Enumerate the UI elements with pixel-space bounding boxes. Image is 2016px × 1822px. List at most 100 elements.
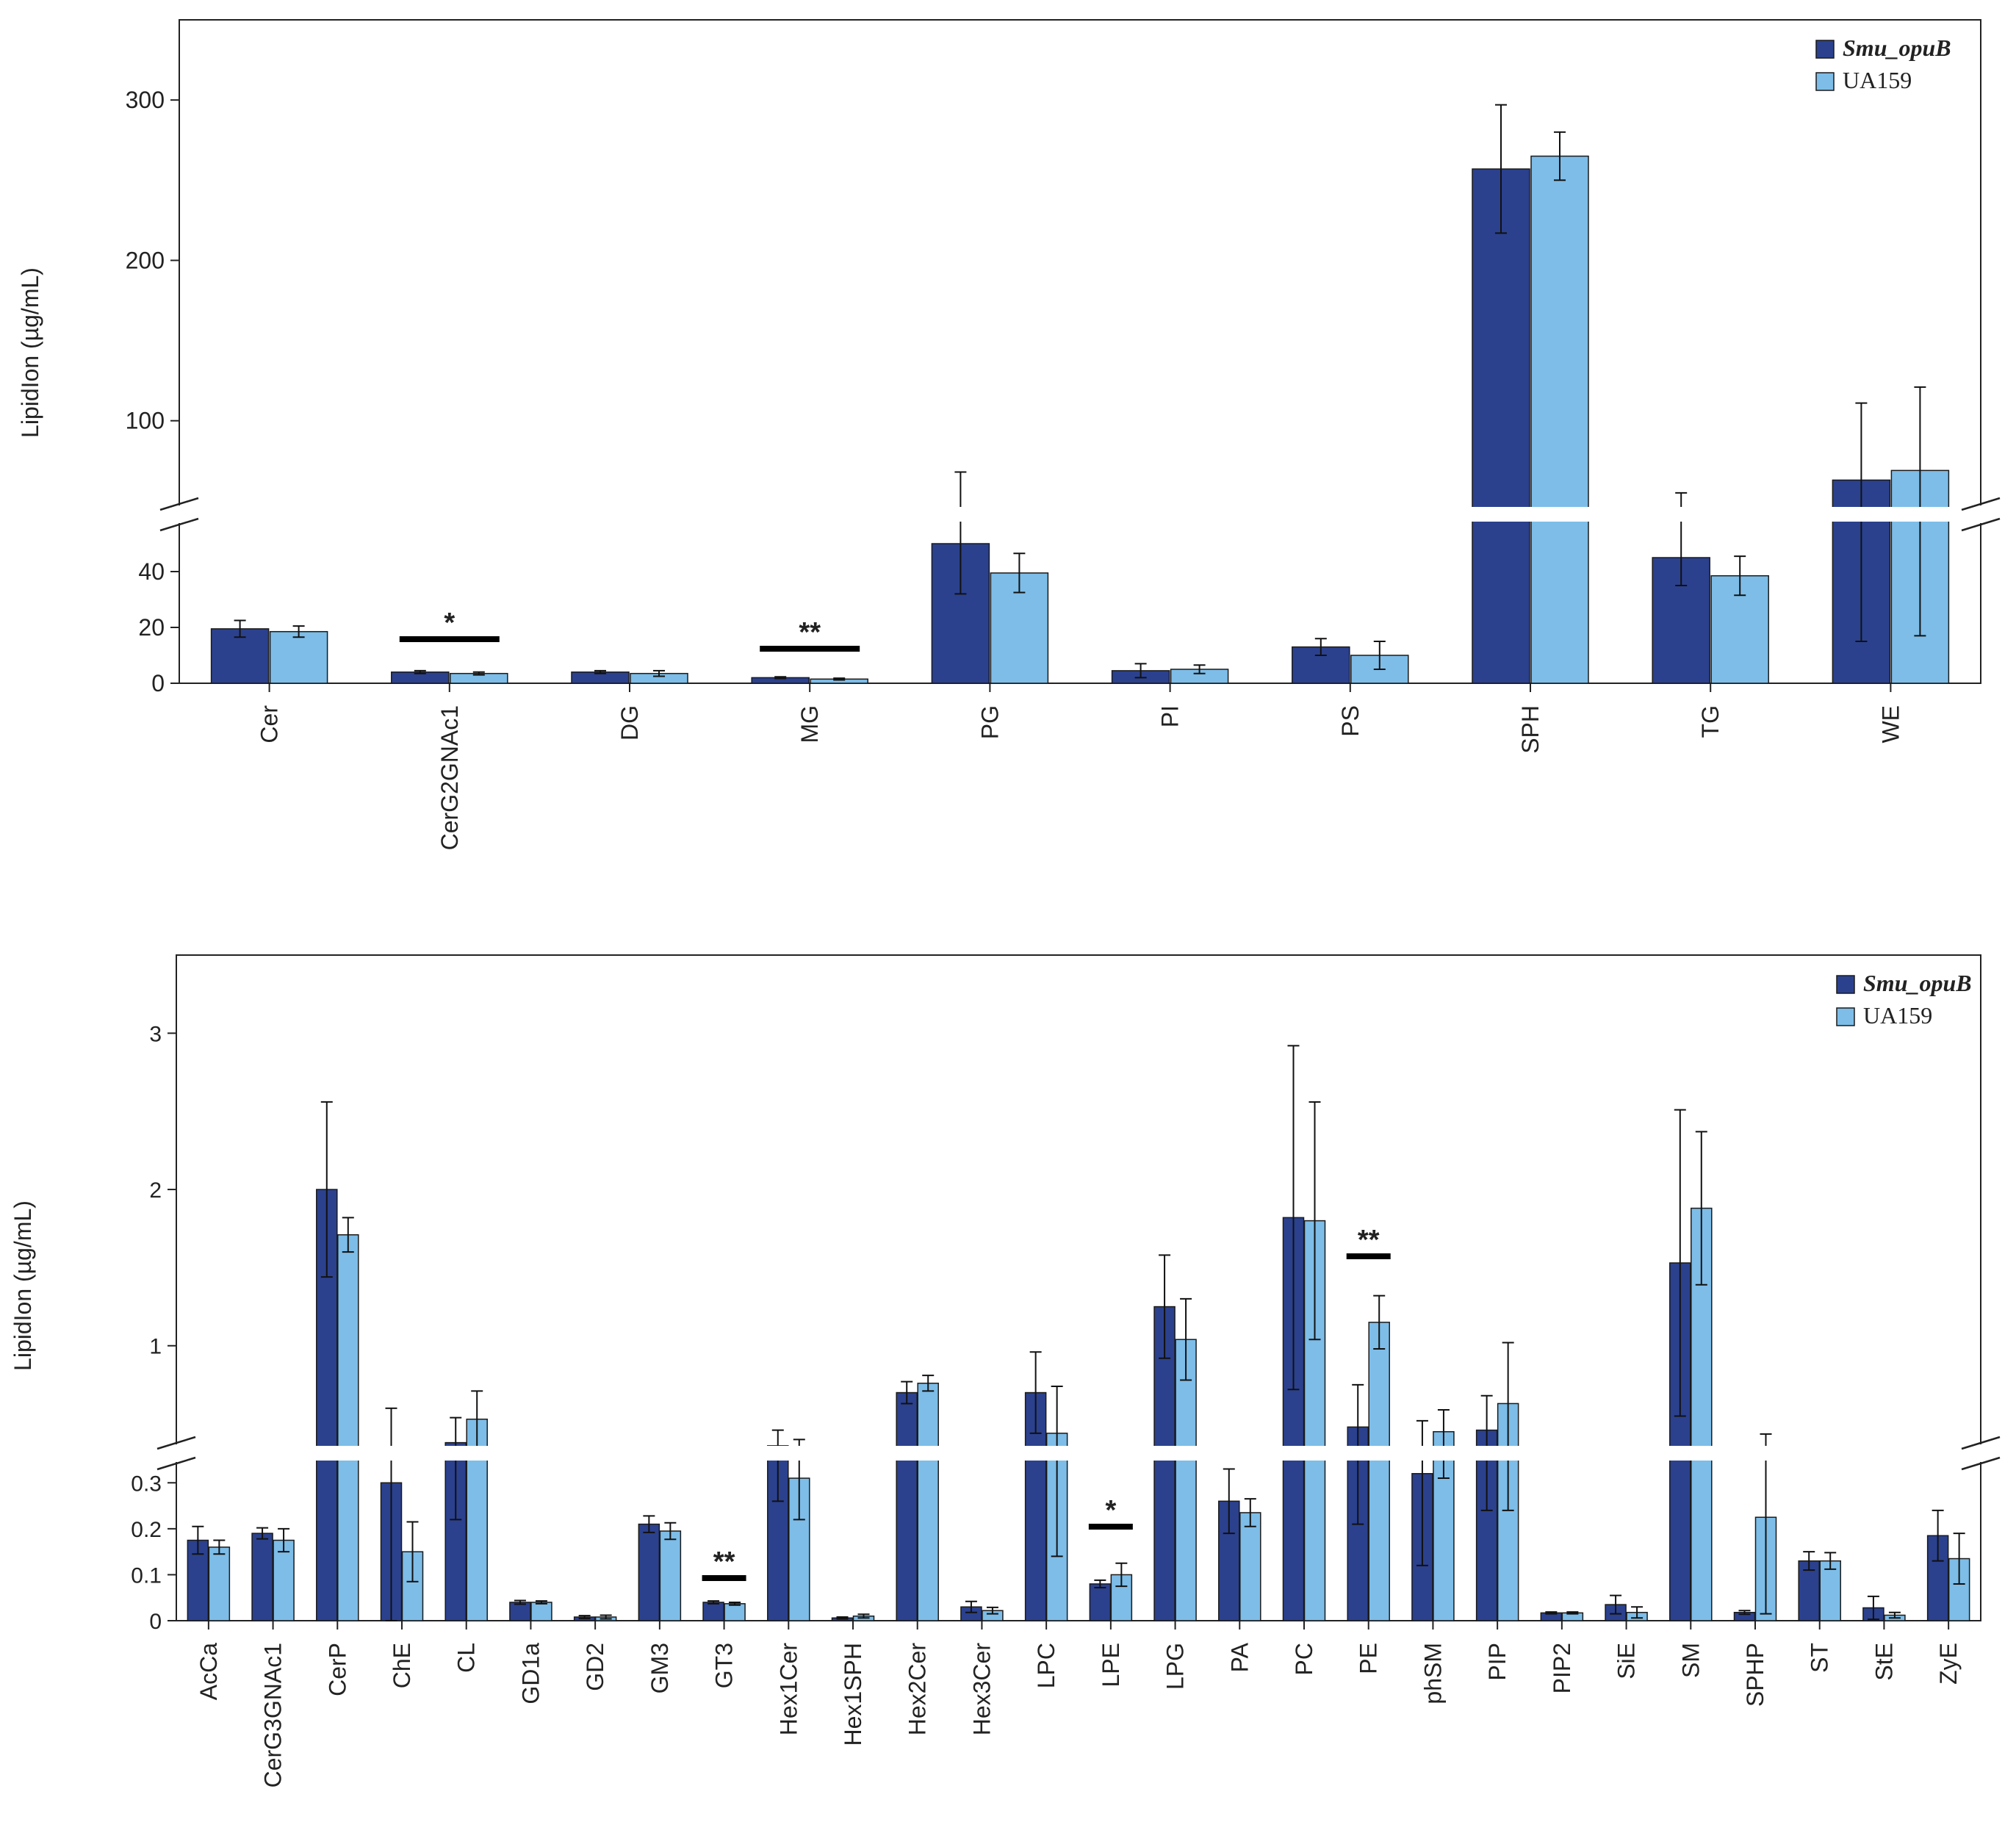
y-tick-label: 1 <box>149 1335 162 1359</box>
axis-break-mark-left <box>159 497 199 511</box>
axis-break-gap <box>1976 505 1985 523</box>
x-tick-label: StE <box>1871 1643 1897 1681</box>
legend-label-Smu_opuB: Smu_opuB <box>1863 970 1972 996</box>
legend-label-UA159: UA159 <box>1843 67 1912 93</box>
plot-frame <box>176 954 1981 1621</box>
x-tick-label: phSM <box>1419 1643 1446 1704</box>
axis-break-mark-right <box>1961 497 2001 511</box>
significance-label-LPE: * <box>1105 1495 1116 1526</box>
y-tick-label: 200 <box>126 247 165 273</box>
x-tick-label: CL <box>453 1643 480 1673</box>
x-tick-label: PI <box>1157 705 1184 727</box>
legend: Smu_opuB UA159 <box>1815 35 1951 93</box>
axis-break-mark-left <box>159 517 199 532</box>
y-tick-label: 100 <box>126 408 165 434</box>
bar-CerP-UA159 <box>337 1234 359 1621</box>
axis-break-gap <box>172 1444 181 1462</box>
bar-Hex2Cer-Smu_opuB <box>896 1391 918 1621</box>
x-tick-label: SPH <box>1517 705 1544 754</box>
x-tick-label: AcCa <box>195 1643 222 1700</box>
chart-panel-1: 0 20 40 100 200 300 LipidIon (µg/mL) Cer CerG2GN… <box>17 19 2001 850</box>
y-tick-label: 0.2 <box>131 1518 162 1542</box>
axis-break-band <box>181 507 1979 522</box>
bar-PE-UA159 <box>1368 1322 1390 1621</box>
x-tick-label: SiE <box>1613 1643 1640 1679</box>
bar-LPG-UA159 <box>1175 1339 1197 1621</box>
x-tick-label: GD1a <box>517 1643 544 1704</box>
axis-break-gap <box>175 505 184 523</box>
x-tick-label: TG <box>1697 705 1724 738</box>
bar-Hex2Cer-UA159 <box>917 1383 939 1621</box>
axis-break-mark-left <box>156 1436 196 1450</box>
bar-ST-Smu_opuB <box>1798 1560 1820 1621</box>
y-tick-label: 2 <box>149 1178 162 1203</box>
x-tick-label: SM <box>1677 1643 1704 1678</box>
y-tick-label: 0.1 <box>131 1563 162 1588</box>
bar-GM3-UA159 <box>659 1530 682 1621</box>
bar-Cer-UA159 <box>269 630 328 684</box>
x-tick-label: ZyE <box>1935 1643 1962 1685</box>
bar-LPG-Smu_opuB <box>1153 1306 1176 1621</box>
bar-CerG3GNAc1-UA159 <box>273 1539 295 1621</box>
axis-break-gap <box>1976 1444 1985 1462</box>
significance-label-CerG2GNAc1: * <box>444 608 455 638</box>
plot-frame <box>179 19 1981 684</box>
x-tick-label: Cer <box>256 705 283 743</box>
legend-swatch-Smu_opuB <box>1836 975 1855 994</box>
y-tick-label: 3 <box>149 1022 162 1046</box>
bar-GM3-Smu_opuB <box>638 1523 660 1621</box>
y-axis-label: LipidIon (µg/mL) <box>17 267 43 438</box>
x-tick-label: Hex1SPH <box>840 1643 866 1746</box>
x-tick-label: WE <box>1877 705 1904 743</box>
axis-break-mark-right <box>1961 1436 2001 1450</box>
bar-GT3-UA159 <box>724 1603 746 1621</box>
chart-panel-2: 0 0.1 0.2 0.3 1 2 3 LipidIon (µg/mL) AcCa CerG3GN… <box>10 954 2001 1787</box>
x-tick-label: PA <box>1226 1642 1253 1672</box>
bar-SPH-Smu_opuB <box>1472 168 1530 684</box>
axis-break-band <box>178 1446 1979 1461</box>
x-tick-label: PIP2 <box>1549 1643 1575 1693</box>
x-tick-label: LPC <box>1033 1643 1059 1688</box>
y-tick-label: 40 <box>138 558 165 585</box>
bar-GD1a-Smu_opuB <box>509 1602 531 1621</box>
y-axis-label: LipidIon (µg/mL) <box>10 1200 36 1371</box>
x-tick-label: PIP <box>1484 1643 1511 1681</box>
y-tick-label: 0 <box>151 670 165 696</box>
x-tick-label: ChE <box>389 1643 415 1688</box>
x-tick-label: GT3 <box>711 1643 738 1688</box>
x-tick-label: DG <box>616 705 643 741</box>
axis-break-mark-left <box>156 1456 196 1471</box>
significance-label-MG: ** <box>799 617 821 648</box>
bar-GT3-Smu_opuB <box>702 1602 724 1621</box>
x-tick-label: CerP <box>324 1643 350 1696</box>
significance-label-PE: ** <box>1358 1225 1380 1256</box>
x-tick-label: GM3 <box>647 1643 673 1693</box>
legend-swatch-Smu_opuB <box>1815 40 1835 59</box>
x-tick-label: MG <box>796 705 823 743</box>
bar-SPH-UA159 <box>1530 155 1589 684</box>
bar-AcCa-UA159 <box>208 1546 231 1621</box>
x-tick-label: Hex2Cer <box>904 1643 931 1736</box>
y-tick-label: 0.3 <box>131 1472 162 1496</box>
bar-LPE-Smu_opuB <box>1089 1583 1112 1621</box>
bar-PA-UA159 <box>1239 1512 1261 1621</box>
x-tick-label: Hex1Cer <box>775 1643 802 1736</box>
y-tick-label: 0 <box>149 1610 162 1634</box>
x-tick-label: PS <box>1337 705 1364 737</box>
x-tick-label: PC <box>1291 1643 1317 1675</box>
bar-CerG3GNAc1-Smu_opuB <box>251 1533 273 1621</box>
legend-swatch-UA159 <box>1815 72 1835 91</box>
x-tick-label: Hex3Cer <box>968 1643 995 1736</box>
y-tick-label: 20 <box>138 614 165 641</box>
y-tick-label: 300 <box>126 87 165 113</box>
axis-break-mark-right <box>1961 1456 2001 1471</box>
legend-label-UA159: UA159 <box>1863 1002 1932 1029</box>
x-tick-label: ST <box>1807 1643 1833 1673</box>
x-tick-label: PE <box>1356 1643 1382 1674</box>
x-tick-label: SPHP <box>1742 1643 1768 1707</box>
x-tick-label: PG <box>976 705 1003 739</box>
legend: Smu_opuB UA159 <box>1836 970 1972 1029</box>
x-tick-label: CerG2GNAc1 <box>436 705 463 850</box>
axis-break-mark-right <box>1961 517 2001 532</box>
x-tick-label: LPE <box>1098 1643 1124 1687</box>
